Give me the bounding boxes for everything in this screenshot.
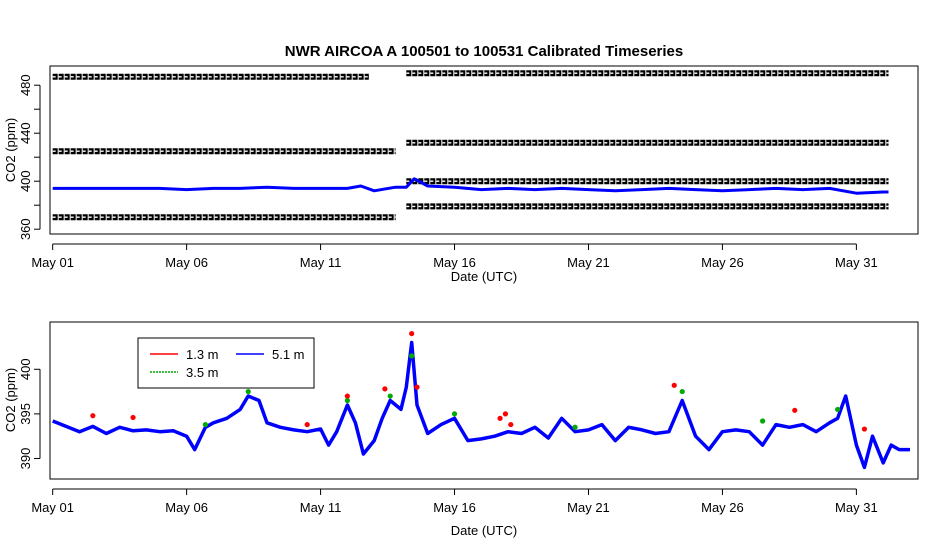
x-tick-label: May 06	[165, 255, 208, 270]
data-point	[671, 382, 677, 388]
data-point	[344, 393, 350, 399]
data-point	[387, 393, 393, 399]
y-tick-label: 395	[18, 403, 33, 425]
data-point	[130, 414, 136, 421]
legend: 1.3 m 3.5 m 5.1 m	[137, 337, 315, 389]
legend-label-5-1m: 5.1 m	[272, 347, 305, 362]
data-point	[792, 407, 798, 413]
x-tick-label: May 16	[433, 255, 476, 270]
axes-group: May 01 May 06 May 11 May 16 May 21 May 26 May …	[18, 358, 878, 515]
data-point	[502, 411, 509, 417]
x-tick-label: May 31	[835, 255, 878, 270]
data-point	[90, 413, 96, 419]
legend-label-3-5m: 3.5 m	[186, 365, 219, 380]
data-point	[245, 388, 251, 395]
x-axis-label: Date (UTC)	[451, 269, 517, 284]
data-point	[409, 353, 415, 359]
x-tick-label: May 26	[701, 255, 744, 270]
x-tick-label: May 21	[567, 500, 610, 515]
chart-title: NWR AIRCOA A 100501 to 100531 Calibrated…	[285, 43, 684, 60]
y-tick-label: 480	[18, 74, 33, 96]
x-tick-label: May 01	[31, 255, 74, 270]
y-axis-label: CO2 (ppm)	[3, 368, 18, 432]
axes-group: May 01 May 06 May 11 May 16 May 21 May 26 May …	[18, 74, 878, 270]
series-group	[52, 70, 889, 221]
legend-label-1-3m: 1.3 m	[186, 347, 219, 362]
x-tick-label: May 16	[433, 500, 476, 515]
y-tick-label: 390	[18, 448, 33, 470]
x-axis-label: Date (UTC)	[451, 523, 517, 538]
x-tick-label: May 01	[31, 500, 74, 515]
data-point	[451, 411, 458, 417]
plot-frame	[49, 321, 919, 480]
data-point	[414, 384, 420, 390]
panel-timeseries-heights: May 01 May 06 May 11 May 16 May 21 May 26 May …	[3, 321, 919, 538]
data-point	[679, 388, 685, 395]
data-point	[508, 421, 514, 428]
series-line-5-1-m	[52, 340, 910, 470]
data-point	[344, 397, 350, 404]
plot-frame	[49, 65, 919, 235]
x-tick-label: May 31	[835, 500, 878, 515]
x-tick-label: May 06	[165, 500, 208, 515]
data-point	[572, 424, 578, 430]
y-tick-label: 400	[18, 358, 33, 380]
series-line	[52, 177, 889, 195]
series-group	[52, 330, 910, 470]
legend-box	[137, 337, 315, 389]
data-point	[382, 386, 388, 392]
x-tick-label: May 11	[300, 500, 342, 515]
data-point	[835, 406, 841, 413]
y-tick-label: 400	[18, 170, 33, 192]
data-point	[304, 421, 310, 428]
x-tick-label: May 11	[300, 255, 342, 270]
y-axis-label: CO2 (ppm)	[3, 118, 18, 182]
data-point	[202, 421, 208, 428]
x-tick-label: May 26	[701, 500, 744, 515]
data-point	[861, 426, 868, 432]
y-tick-label: 360	[18, 218, 33, 240]
panel-timeseries-all: May 01 May 06 May 11 May 16 May 21 May 26 May …	[3, 65, 919, 284]
x-tick-label: May 21	[567, 255, 610, 270]
y-tick-label: 440	[18, 122, 33, 144]
data-point	[497, 415, 503, 421]
data-point	[409, 330, 415, 337]
data-point	[760, 418, 766, 424]
